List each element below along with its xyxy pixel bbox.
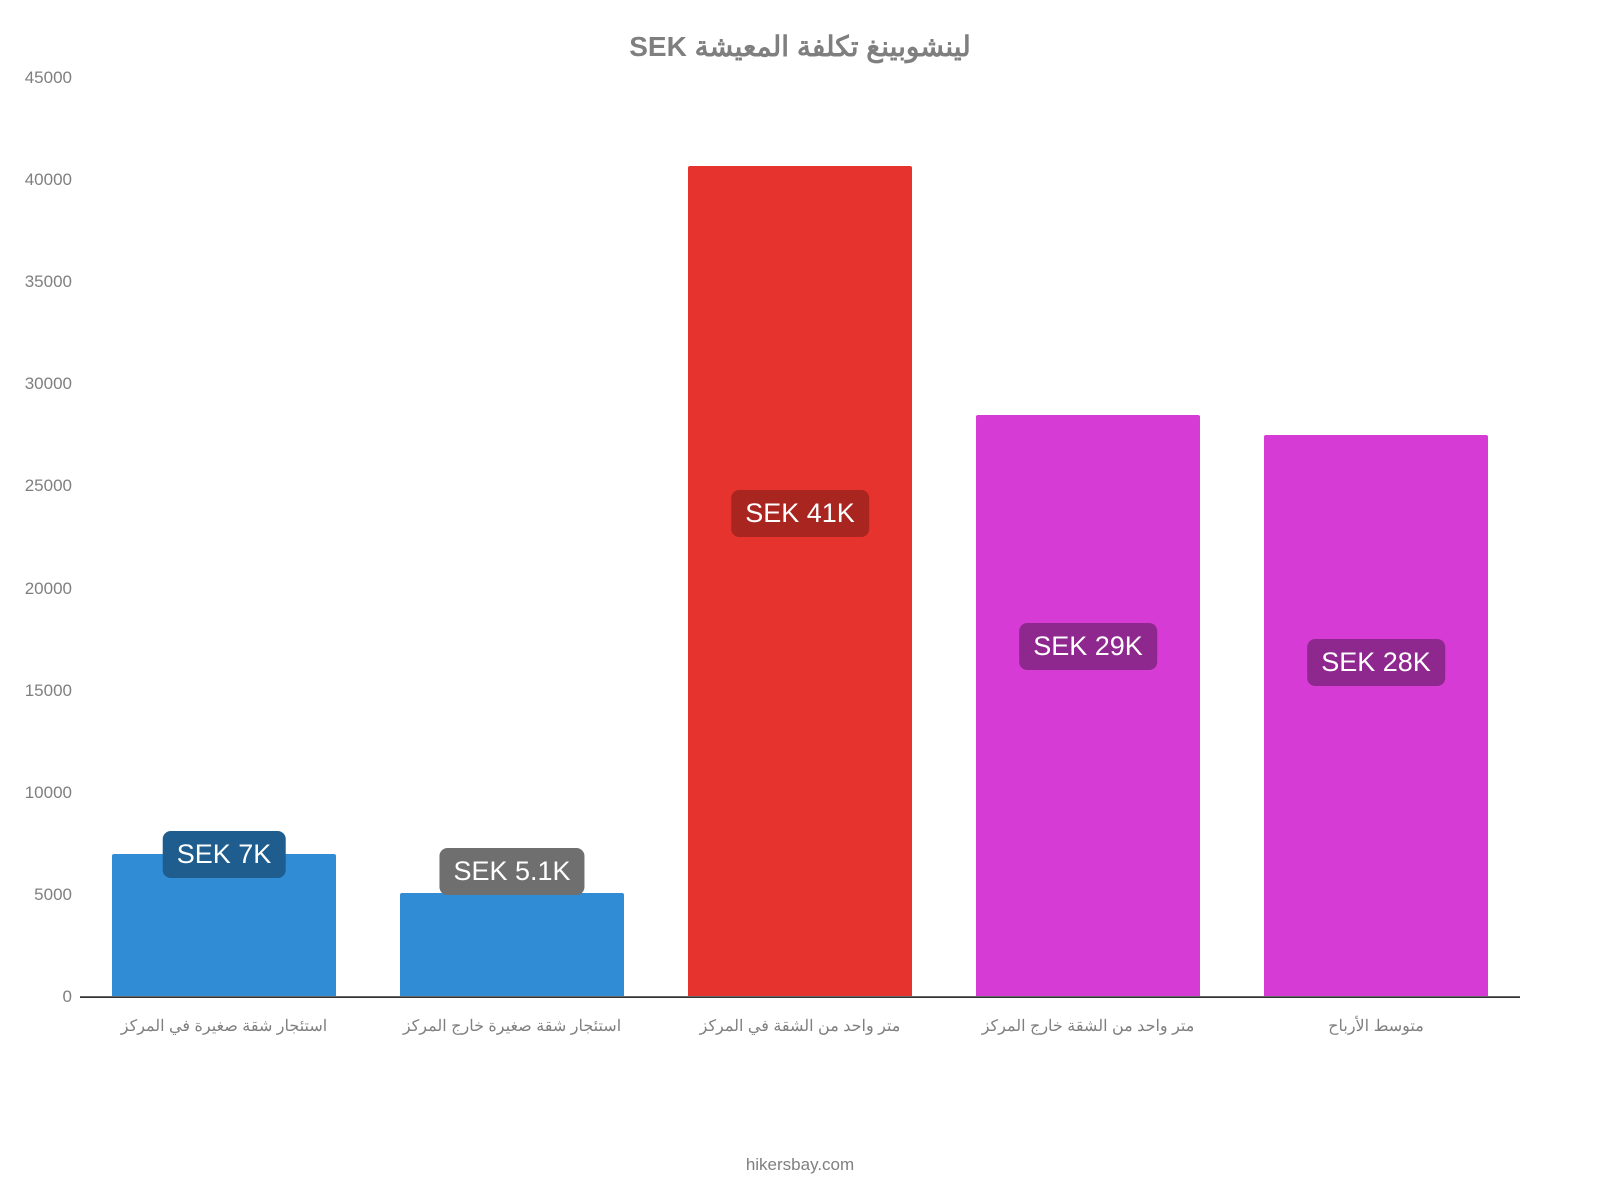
plot-area: 0500010000150002000025000300003500040000… (80, 78, 1520, 998)
bar-value-label: SEK 28K (1307, 639, 1445, 686)
bar: SEK 28K (1264, 435, 1489, 997)
y-tick: 25000 (25, 476, 72, 496)
x-label: متر واحد من الشقة في المركز (656, 1016, 944, 1036)
y-tick: 5000 (34, 885, 72, 905)
y-tick: 0 (63, 987, 72, 1007)
chart-title: لينشوبينغ تكلفة المعيشة SEK (80, 30, 1520, 63)
y-tick: 45000 (25, 68, 72, 88)
bar: SEK 41K (688, 166, 913, 997)
y-tick: 40000 (25, 170, 72, 190)
bar: SEK 29K (976, 415, 1201, 997)
bar-value-label: SEK 5.1K (439, 848, 584, 895)
x-label: متوسط الأرباح (1232, 1016, 1520, 1036)
x-label: استئجار شقة صغيرة في المركز (80, 1016, 368, 1036)
bars-container: SEK 7K SEK 5.1K SEK 41K SEK 29K SEK 28K (80, 78, 1520, 997)
y-baseline (80, 996, 1520, 997)
attribution: hikersbay.com (0, 1155, 1600, 1175)
bar-group: SEK 5.1K (368, 78, 656, 997)
bar-value-label: SEK 41K (731, 490, 869, 537)
y-tick: 20000 (25, 579, 72, 599)
x-label: متر واحد من الشقة خارج المركز (944, 1016, 1232, 1036)
bar-value-label: SEK 7K (163, 831, 286, 878)
bar: SEK 7K (112, 854, 337, 997)
bar-group: SEK 29K (944, 78, 1232, 997)
bar-group: SEK 7K (80, 78, 368, 997)
bar-value-label: SEK 29K (1019, 623, 1157, 670)
x-axis: استئجار شقة صغيرة في المركزاستئجار شقة ص… (80, 1016, 1520, 1036)
bar-group: SEK 41K (656, 78, 944, 997)
y-tick: 10000 (25, 783, 72, 803)
bar: SEK 5.1K (400, 893, 625, 997)
y-tick: 35000 (25, 272, 72, 292)
y-tick: 15000 (25, 681, 72, 701)
chart-container: لينشوبينغ تكلفة المعيشة SEK 050001000015… (80, 30, 1520, 1080)
y-tick: 30000 (25, 374, 72, 394)
x-label: استئجار شقة صغيرة خارج المركز (368, 1016, 656, 1036)
y-axis: 0500010000150002000025000300003500040000… (20, 78, 80, 997)
bar-group: SEK 28K (1232, 78, 1520, 997)
